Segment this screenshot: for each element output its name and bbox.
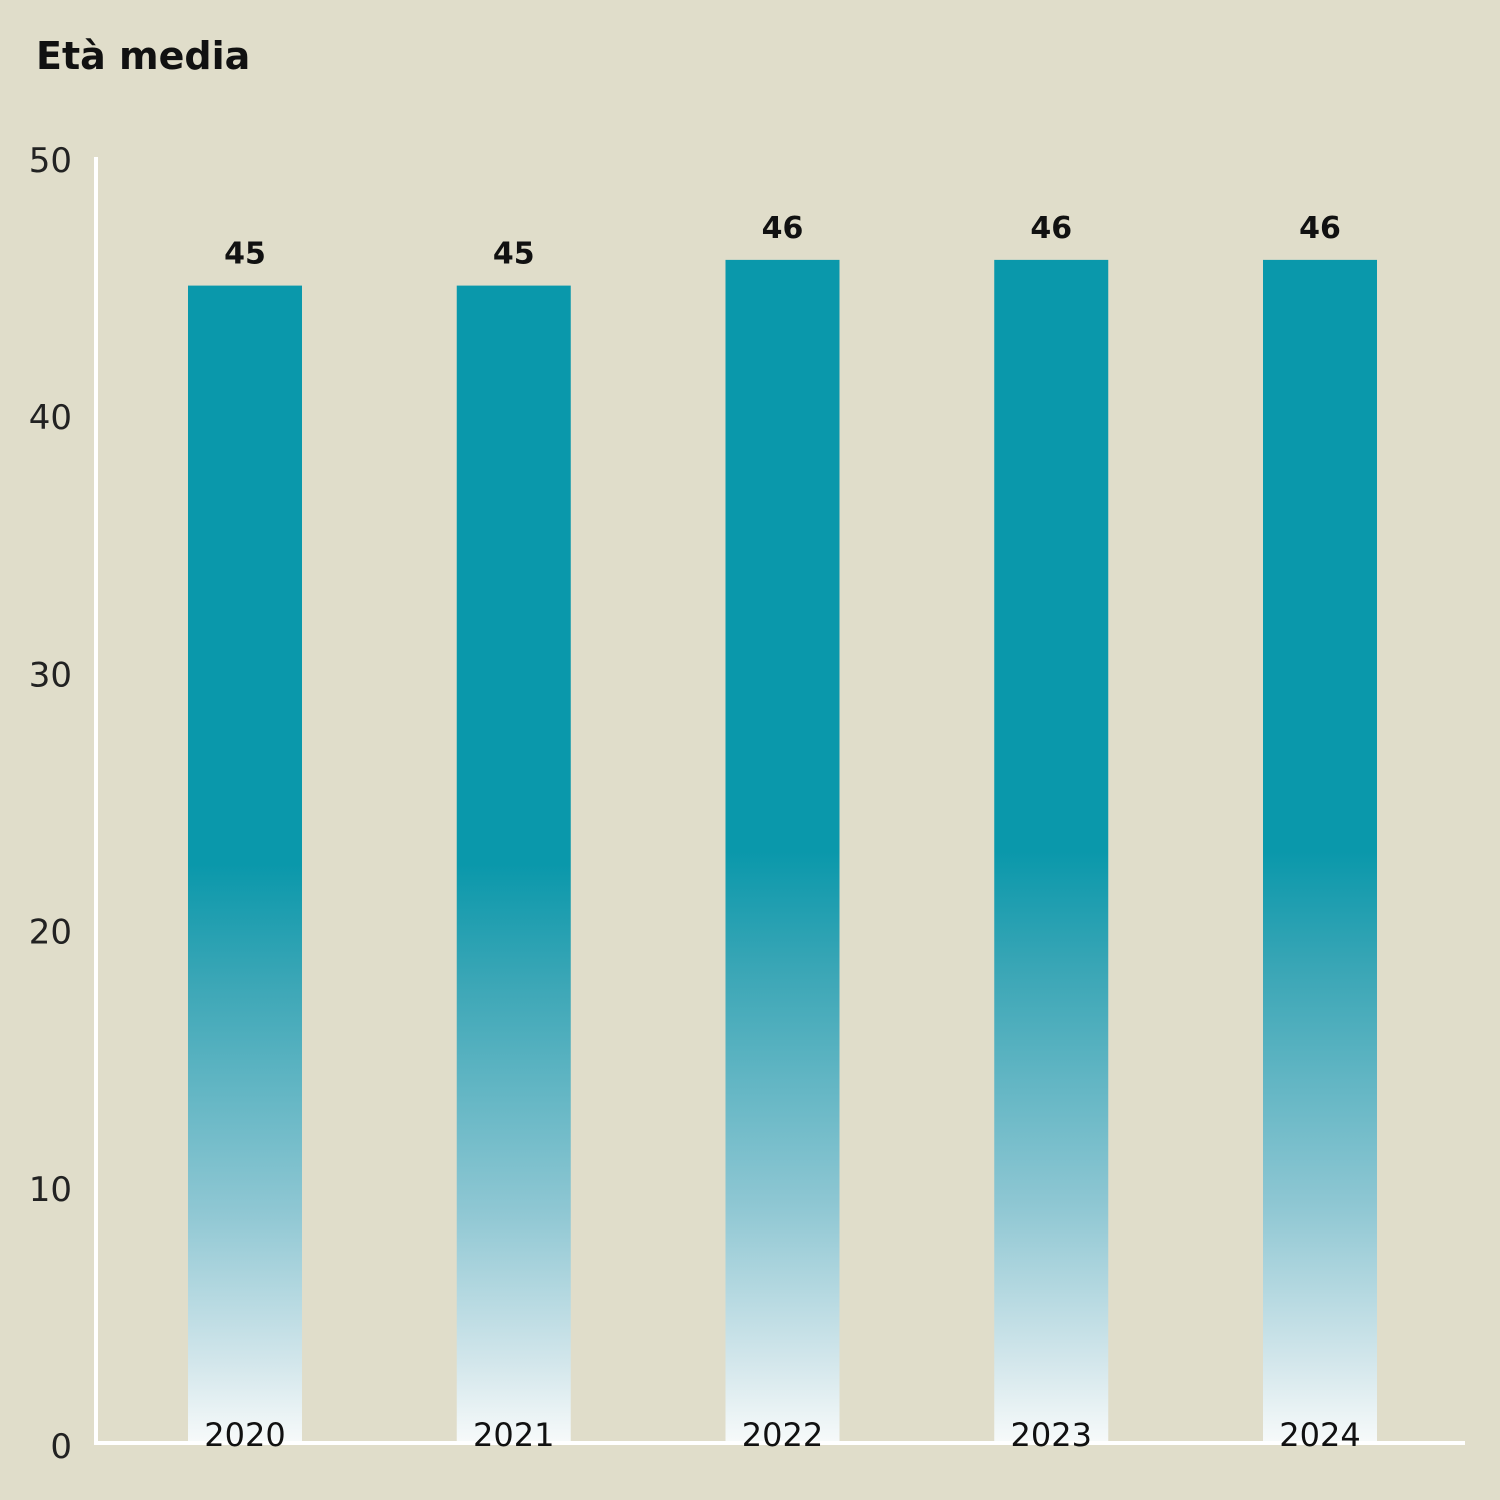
bar-2020 [188, 285, 302, 1444]
data-label-2020: 45 [224, 237, 266, 272]
y-tick-label-50: 50 [29, 141, 72, 181]
bar-2021 [456, 285, 571, 1444]
y-tick-label-10: 10 [29, 1170, 72, 1210]
x-tick-label-2024: 2024 [1279, 1416, 1360, 1454]
bar-2024 [1263, 259, 1377, 1443]
y-tick-label-40: 40 [29, 398, 72, 438]
y-tick-label-20: 20 [29, 913, 72, 953]
x-tick-label-2020: 2020 [204, 1416, 285, 1454]
y-tick-label-30: 30 [29, 655, 72, 695]
chart-title: Età media [36, 34, 251, 78]
x-tick-label-2021: 2021 [473, 1416, 554, 1454]
x-tick-label-2022: 2022 [742, 1416, 823, 1454]
data-label-2022: 46 [762, 211, 804, 246]
data-label-2021: 45 [493, 237, 535, 272]
bar-2023 [994, 259, 1109, 1443]
x-tick-label-2023: 2023 [1011, 1416, 1092, 1454]
data-label-2024: 46 [1299, 211, 1341, 246]
bar-2022 [725, 259, 840, 1443]
y-tick-label-0: 0 [50, 1427, 72, 1467]
data-label-2023: 46 [1030, 211, 1072, 246]
